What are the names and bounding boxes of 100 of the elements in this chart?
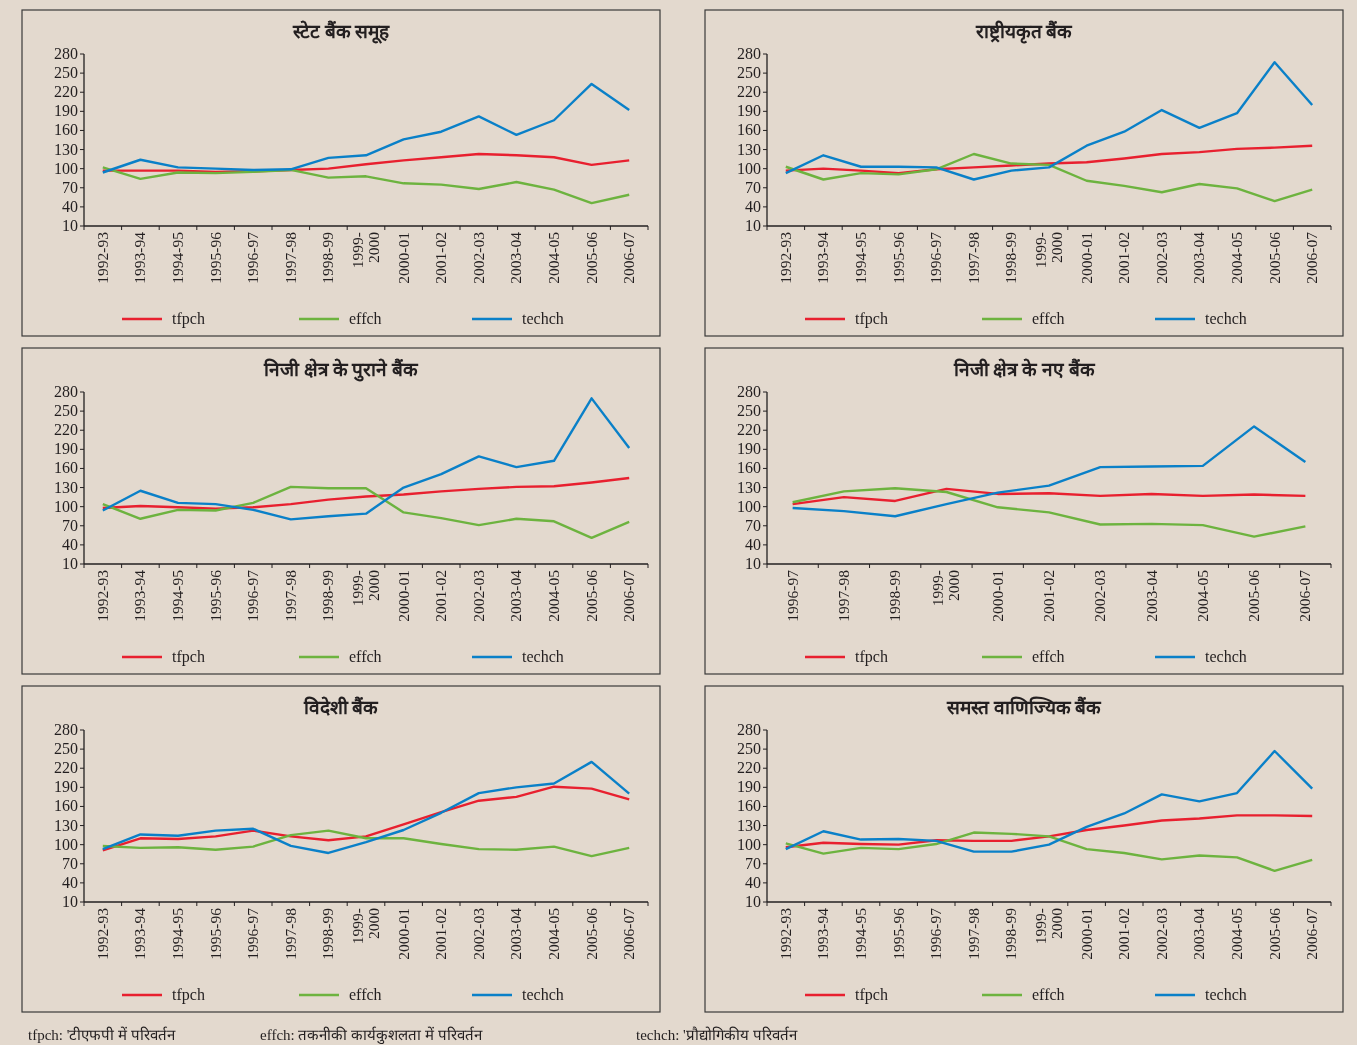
y-tick-label: 40: [62, 197, 78, 215]
y-tick-label: 220: [737, 421, 761, 439]
x-tick-label: 2006-07: [1303, 231, 1321, 284]
legend-label: effch: [349, 648, 382, 665]
x-tick-label: 1995-96: [889, 231, 907, 284]
x-tick-label: 1998-99: [1002, 907, 1020, 960]
x-tick-label: 1994-95: [169, 231, 186, 284]
legend-label: effch: [349, 986, 382, 1003]
legend-label: effch: [349, 310, 382, 327]
x-tick-label: 1999-2000: [929, 569, 963, 607]
x-tick-label: 1997-98: [281, 569, 299, 622]
y-tick-label: 220: [737, 83, 761, 101]
x-tick-label: 2002-03: [469, 231, 487, 284]
x-tick-label: 2001-02: [432, 232, 450, 284]
text: techch: 'प्रौद्योगिकीय परिवर्तन: [636, 1026, 798, 1043]
x-tick-label: 2004-05: [545, 907, 562, 960]
x-tick-label: 1998-99: [319, 231, 337, 284]
x-tick-label: 1994-95: [169, 569, 186, 622]
y-tick-label: 10: [745, 555, 761, 572]
y-tick-label: 280: [54, 383, 78, 400]
y-tick-label: 190: [737, 440, 761, 458]
y-tick-label: 250: [737, 740, 761, 758]
legend-label: tfpch: [172, 310, 205, 328]
x-tick-label: 2002-03: [469, 569, 487, 622]
x-tick-label: 1997-98: [964, 231, 982, 284]
x-tick-label: 1994-95: [169, 907, 186, 960]
x-tick-label: 2005-06: [582, 907, 600, 960]
x-tick-label: 1996-97: [244, 569, 262, 622]
x-tick-label: 1996-97: [783, 569, 801, 622]
y-tick-label: 10: [62, 217, 78, 234]
x-tick-label: 2000-01: [988, 570, 1006, 622]
x-tick-label: 1993-94: [814, 907, 832, 960]
y-tick-label: 70: [62, 516, 78, 534]
y-tick-label: 70: [62, 854, 78, 872]
y-tick-label: 250: [54, 740, 78, 758]
y-tick-label: 220: [54, 83, 78, 101]
x-tick-label: 1993-94: [131, 907, 149, 960]
y-tick-label: 250: [737, 402, 761, 420]
y-tick-label: 40: [62, 535, 78, 553]
y-tick-label: 40: [745, 535, 761, 553]
x-tick-label: 1995-96: [206, 231, 224, 284]
x-tick-label: 1997-98: [281, 907, 299, 960]
legend-label: techch: [1205, 648, 1247, 665]
y-tick-label: 190: [54, 102, 78, 120]
x-tick-label: 2001-02: [432, 908, 450, 960]
x-tick-label: 1996-97: [927, 907, 945, 960]
legend-label: effch: [1032, 986, 1065, 1003]
x-tick-label: 1999-2000: [1032, 231, 1065, 269]
y-tick-label: 10: [62, 893, 78, 910]
y-tick-label: 100: [737, 497, 761, 515]
x-tick-label: 2000-01: [1077, 908, 1095, 960]
legend-label: tfpch: [855, 648, 888, 666]
x-tick-label: 1999-2000: [349, 231, 382, 269]
legend-label: tfpch: [855, 310, 888, 328]
y-tick-label: 160: [54, 797, 78, 815]
x-tick-label: 1998-99: [319, 569, 337, 622]
y-tick-label: 70: [62, 178, 78, 196]
x-tick-label: 1993-94: [131, 231, 149, 284]
x-tick-label: 2005-06: [1265, 907, 1283, 960]
x-tick-label: 2001-02: [432, 570, 450, 622]
x-tick-label: 1998-99: [319, 907, 337, 960]
y-tick-label: 130: [737, 140, 761, 158]
x-tick-label: 2006-07: [1303, 907, 1321, 960]
x-tick-label: 2006-07: [620, 569, 638, 622]
x-tick-label: 2001-02: [1115, 908, 1133, 960]
x-tick-label: 1994-95: [852, 907, 869, 960]
chart-title: निजी क्षेत्र के नए बैंक: [952, 358, 1096, 380]
y-tick-label: 220: [54, 759, 78, 777]
legend-label: techch: [522, 310, 564, 327]
x-tick-label: 1996-97: [244, 231, 262, 284]
y-tick-label: 190: [737, 102, 761, 120]
x-tick-label: 2003-04: [1142, 569, 1160, 622]
y-tick-label: 160: [737, 459, 761, 477]
x-tick-label: 1993-94: [814, 231, 832, 284]
x-tick-label: 2000-01: [394, 570, 412, 622]
x-tick-label: 1993-94: [131, 569, 149, 622]
x-tick-label: 1997-98: [834, 569, 852, 622]
x-tick-label: 2003-04: [507, 231, 525, 284]
y-tick-label: 70: [745, 178, 761, 196]
x-tick-label: 2000-01: [394, 908, 412, 960]
x-tick-label: 2002-03: [469, 907, 487, 960]
x-tick-label: 1995-96: [206, 907, 224, 960]
x-tick-label: 2002-03: [1091, 569, 1109, 622]
x-tick-label: 2006-07: [620, 907, 638, 960]
x-tick-label: 1992-93: [776, 907, 794, 960]
x-tick-label: 2003-04: [1190, 907, 1208, 960]
x-tick-label: 1999-2000: [349, 569, 382, 607]
legend-label: tfpch: [172, 648, 205, 666]
x-tick-label: 1999-2000: [349, 907, 382, 945]
chart-title: विदेशी बैंक: [302, 696, 380, 718]
y-tick-label: 10: [745, 893, 761, 910]
x-tick-label: 2004-05: [545, 231, 562, 284]
x-tick-label: 1992-93: [93, 569, 111, 622]
x-tick-label: 2005-06: [582, 569, 600, 622]
y-tick-label: 100: [737, 835, 761, 853]
y-tick-label: 70: [745, 854, 761, 872]
x-tick-label: 1996-97: [244, 907, 262, 960]
x-tick-label: 1992-93: [93, 907, 111, 960]
y-tick-label: 190: [737, 778, 761, 796]
x-tick-label: 2006-07: [1296, 569, 1314, 622]
